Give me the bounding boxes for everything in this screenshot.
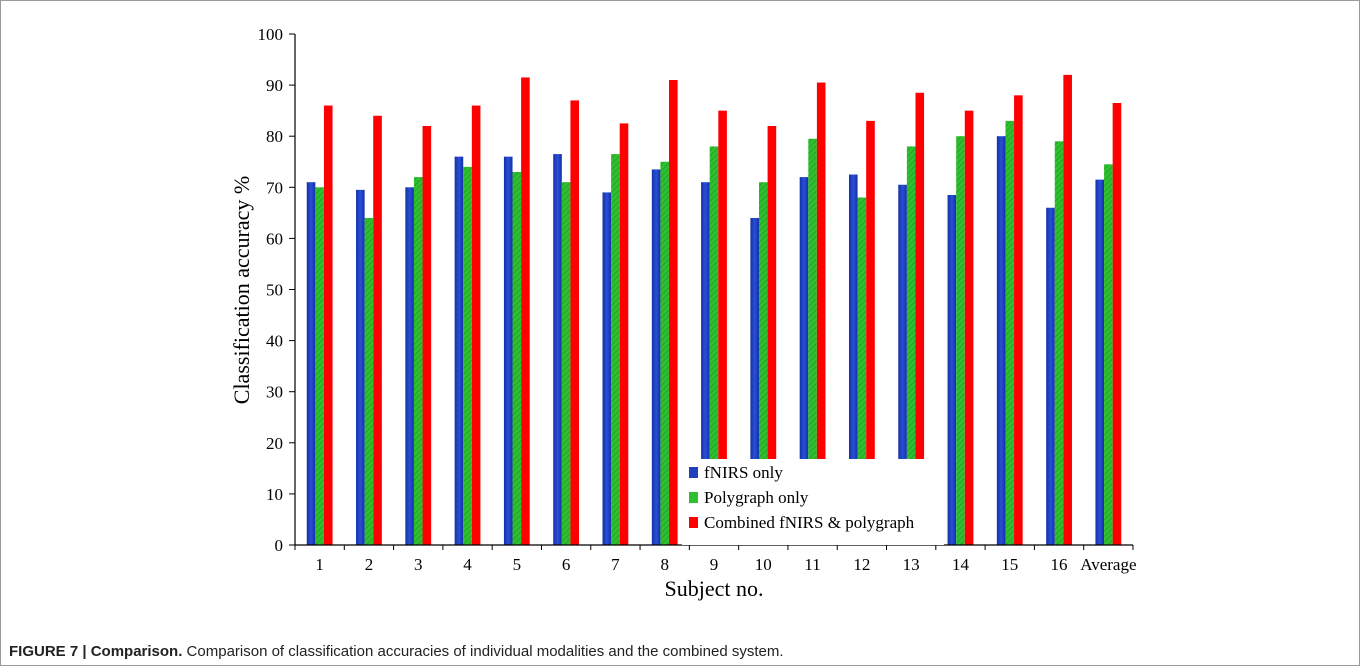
legend-label: fNIRS only <box>704 463 783 482</box>
bar-combined-11 <box>816 82 826 545</box>
bar-fnirs-2 <box>356 189 365 546</box>
bar-polygraph-13 <box>906 146 916 546</box>
bar-combined-5 <box>521 77 530 545</box>
x-tick-label: 6 <box>562 555 571 574</box>
bar-combined-8 <box>669 79 678 546</box>
bar-polygraph-2 <box>364 217 374 545</box>
bar-combined-2 <box>373 115 382 545</box>
y-tick-label: 30 <box>266 383 283 402</box>
x-tick-label: 2 <box>365 555 374 574</box>
bar-fnirs-10 <box>750 217 759 545</box>
y-tick-label: 0 <box>275 536 284 555</box>
y-tick-label: 100 <box>258 25 284 44</box>
x-tick-label: 9 <box>710 555 719 574</box>
bar-fnirs-5 <box>503 156 513 545</box>
bar-fnirs-4 <box>454 156 464 545</box>
bar-combined-10 <box>767 125 777 545</box>
legend-box <box>682 459 944 545</box>
y-tick-label: 40 <box>266 332 283 351</box>
y-axis-title: Classification accuracy % <box>229 176 254 404</box>
bar-polygraph-7 <box>611 154 620 545</box>
x-tick-label: 3 <box>414 555 423 574</box>
bar-fnirs-8 <box>651 169 661 546</box>
x-tick-label: 13 <box>903 555 920 574</box>
bar-polygraph-6 <box>561 182 571 545</box>
x-tick-label: 11 <box>804 555 820 574</box>
bar-combined-3 <box>422 125 432 545</box>
bar-polygraph-11 <box>808 138 817 545</box>
legend-swatch <box>689 492 698 503</box>
bar-polygraph-15 <box>1005 120 1015 546</box>
caption-text: Comparison of classification accuracies … <box>182 643 784 660</box>
legend-label: Combined fNIRS & polygraph <box>704 513 915 532</box>
bar-fnirs-12 <box>848 174 858 545</box>
bar-fnirs-6 <box>553 154 562 545</box>
bar-combined-14 <box>964 110 974 546</box>
bar-combined-12 <box>866 120 875 546</box>
bar-fnirs-7 <box>602 192 612 545</box>
bar-combined-average <box>1112 102 1122 546</box>
bar-polygraph-8 <box>660 161 670 545</box>
bar-polygraph-average <box>1104 164 1113 545</box>
legend-swatch <box>689 467 698 478</box>
bar-fnirs-3 <box>405 187 414 546</box>
bar-fnirs-15 <box>996 136 1006 545</box>
x-tick-label: Average <box>1080 555 1136 574</box>
x-axis-title: Subject no. <box>665 576 764 601</box>
y-tick-label: 60 <box>266 229 283 248</box>
legend-label: Polygraph only <box>704 488 809 507</box>
bar-fnirs-13 <box>898 184 907 545</box>
bar-combined-13 <box>915 92 925 545</box>
y-tick-label: 20 <box>266 434 283 453</box>
x-tick-label: 15 <box>1001 555 1018 574</box>
x-tick-label: 14 <box>952 555 970 574</box>
bar-combined-4 <box>471 105 481 545</box>
x-tick-label: 12 <box>853 555 870 574</box>
bar-combined-16 <box>1063 74 1072 545</box>
y-tick-label: 90 <box>266 76 283 95</box>
x-tick-label: 10 <box>755 555 772 574</box>
bar-polygraph-4 <box>463 166 472 546</box>
bar-combined-7 <box>619 123 629 546</box>
caption-label: FIGURE 7 | Comparison. <box>9 643 183 660</box>
x-tick-label: 4 <box>463 555 472 574</box>
bar-polygraph-5 <box>512 171 522 545</box>
x-tick-label: 7 <box>611 555 620 574</box>
bar-fnirs-14 <box>947 194 957 545</box>
bar-fnirs-16 <box>1046 207 1055 546</box>
bar-fnirs-9 <box>701 182 710 545</box>
x-tick-label: 8 <box>660 555 669 574</box>
bar-polygraph-9 <box>709 146 719 546</box>
legend-swatch <box>689 517 698 528</box>
bar-combined-1 <box>323 105 333 545</box>
y-tick-label: 80 <box>266 127 283 146</box>
y-tick-label: 50 <box>266 281 283 300</box>
x-tick-label: 1 <box>315 555 324 574</box>
bar-fnirs-1 <box>306 182 316 545</box>
y-tick-label: 10 <box>266 485 283 504</box>
bar-polygraph-1 <box>315 187 324 546</box>
bar-polygraph-12 <box>857 197 867 545</box>
bar-polygraph-14 <box>956 136 965 545</box>
bar-polygraph-16 <box>1054 141 1064 545</box>
bar-combined-6 <box>570 100 580 546</box>
bar-fnirs-11 <box>799 177 809 545</box>
bar-polygraph-3 <box>413 177 423 545</box>
x-tick-label: 5 <box>513 555 522 574</box>
y-tick-label: 70 <box>266 178 283 197</box>
x-tick-label: 16 <box>1051 555 1068 574</box>
figure-caption: FIGURE 7 | Comparison. Comparison of cla… <box>9 643 784 660</box>
bar-combined-9 <box>718 110 727 546</box>
bar-combined-15 <box>1014 95 1023 545</box>
bar-polygraph-10 <box>758 182 768 545</box>
bar-fnirs-average <box>1095 179 1105 545</box>
